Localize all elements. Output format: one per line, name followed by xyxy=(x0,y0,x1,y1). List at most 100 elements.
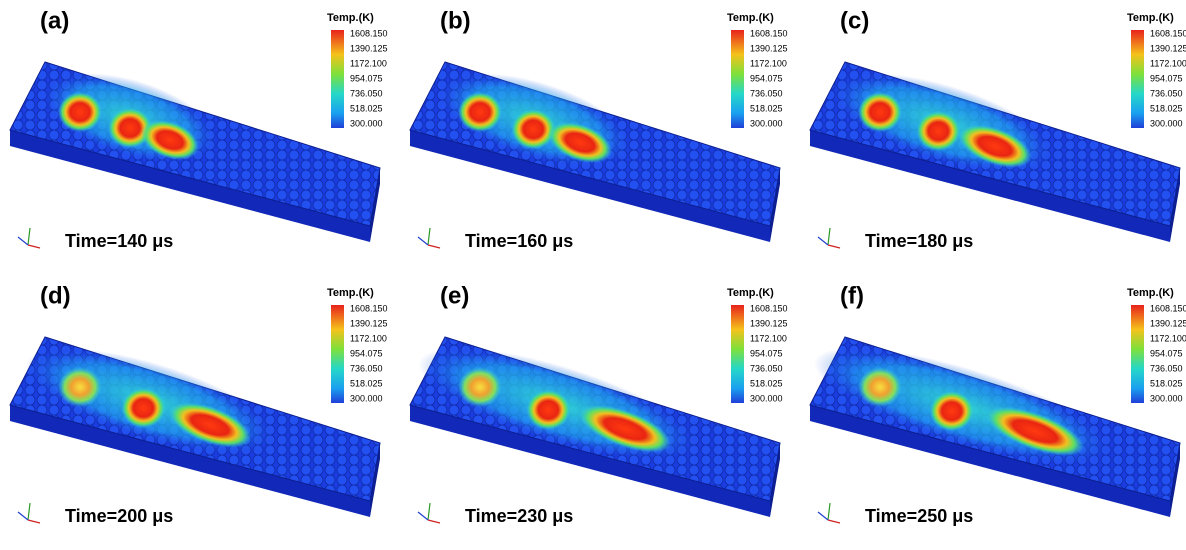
colorbar-tick-label: 518.025 xyxy=(350,103,383,113)
colorbar-tick-label: 518.025 xyxy=(750,103,783,113)
colorbar-tick-label: 954.075 xyxy=(350,348,383,358)
panel: (d)Time=200 μsTemp.(K)1608.1501390.12511… xyxy=(10,282,388,525)
colorbar-tick-label: 736.050 xyxy=(350,88,383,98)
colorbar-tick-label: 1390.125 xyxy=(1150,43,1186,53)
time-label: Time=200 μs xyxy=(65,506,173,526)
axis-y xyxy=(428,228,430,245)
colorbar xyxy=(1131,305,1144,403)
axis-z xyxy=(818,512,828,520)
axis-z xyxy=(418,237,428,245)
colorbar-tick-label: 1608.150 xyxy=(750,303,788,313)
panel-label: (b) xyxy=(440,7,471,34)
panel: (c) Time=180 μs Temp.(K) 1608.150 1390.125 11… xyxy=(810,7,1186,250)
colorbar-tick-label: 518.025 xyxy=(1150,378,1183,388)
colorbar-tick-label: 1390.125 xyxy=(1150,318,1186,328)
colorbar-title: Temp.(K) xyxy=(327,287,374,299)
colorbar-tick-label: 1172.100 xyxy=(350,333,387,343)
hot-spot xyxy=(930,391,974,431)
colorbar-title: Temp.(K) xyxy=(327,12,374,24)
colorbar-tick-label: 954.075 xyxy=(750,73,783,83)
colorbar-tick-label: 300.000 xyxy=(750,118,783,128)
time-label: Time=250 μs xyxy=(865,506,973,526)
axis-x xyxy=(828,245,840,248)
colorbar-tick-label: 1608.150 xyxy=(350,303,388,313)
axis-x xyxy=(428,245,440,248)
axis-y xyxy=(828,503,830,520)
hot-spot xyxy=(121,388,165,428)
axis-y xyxy=(828,228,830,245)
colorbar-tick-label: 954.075 xyxy=(350,73,383,83)
colorbar xyxy=(1131,30,1144,128)
cooling-spot xyxy=(58,92,102,132)
axis-x xyxy=(28,520,40,523)
colorbar-title: Temp.(K) xyxy=(727,287,774,299)
hot-spot xyxy=(511,109,555,149)
colorbar-tick-label: 954.075 xyxy=(1150,73,1183,83)
colorbar-tick-label: 1390.125 xyxy=(750,318,788,328)
colorbar-tick-label: 518.025 xyxy=(750,378,783,388)
colorbar xyxy=(331,30,344,128)
time-label: Time=160 μs xyxy=(465,231,573,251)
cooling-spot xyxy=(58,367,102,407)
colorbar-tick-label: 300.000 xyxy=(750,393,783,403)
axis-y xyxy=(428,503,430,520)
cooling-spot xyxy=(858,92,902,132)
axis-z xyxy=(18,512,28,520)
panel-label: (c) xyxy=(840,7,869,34)
colorbar-tick-label: 1172.100 xyxy=(750,333,787,343)
colorbar-tick-label: 736.050 xyxy=(750,363,783,373)
colorbar-tick-label: 300.000 xyxy=(1150,393,1183,403)
colorbar-title: Temp.(K) xyxy=(1127,12,1174,24)
colorbar-tick-label: 736.050 xyxy=(1150,363,1183,373)
axis-z xyxy=(18,237,28,245)
colorbar-tick-label: 300.000 xyxy=(350,393,383,403)
colorbar-tick-label: 736.050 xyxy=(350,363,383,373)
colorbar-tick-label: 736.050 xyxy=(750,88,783,98)
colorbar-tick-label: 954.075 xyxy=(1150,348,1183,358)
colorbar-tick-label: 1608.150 xyxy=(1150,303,1186,313)
time-label: Time=180 μs xyxy=(865,231,973,251)
axis-y xyxy=(28,228,30,245)
axis-x xyxy=(828,520,840,523)
colorbar xyxy=(331,305,344,403)
colorbar-tick-label: 1172.100 xyxy=(750,58,787,68)
colorbar xyxy=(731,305,744,403)
panel: (a)Time=140 μsTemp.(K)1608.1501390.12511… xyxy=(10,7,388,250)
colorbar-tick-label: 1390.125 xyxy=(750,43,788,53)
colorbar-tick-label: 1172.100 xyxy=(1150,58,1186,68)
colorbar-tick-label: 954.075 xyxy=(750,348,783,358)
colorbar-tick-label: 1608.150 xyxy=(1150,28,1186,38)
cooling-spot xyxy=(458,367,502,407)
time-label: Time=230 μs xyxy=(465,506,573,526)
panel: (f) Time=250 μs Temp.(K) 1608.150 1390.125 11… xyxy=(803,282,1186,525)
cooling-spot xyxy=(858,367,902,407)
colorbar-tick-label: 736.050 xyxy=(1150,88,1183,98)
axis-z xyxy=(818,237,828,245)
colorbar-title: Temp.(K) xyxy=(1127,287,1174,299)
panel: (b) Time=160 μs Temp.(K) 1608.150 1390.125 11… xyxy=(410,7,788,250)
colorbar-tick-label: 300.000 xyxy=(350,118,383,128)
colorbar-tick-label: 1390.125 xyxy=(350,43,388,53)
time-label: Time=140 μs xyxy=(65,231,173,251)
page: (a) Time=140 μs Temp.(K) 1608.150 1390.125 11… xyxy=(0,0,1186,550)
colorbar-tick-label: 518.025 xyxy=(350,378,383,388)
panel-label: (e) xyxy=(440,282,469,309)
colorbar-tick-label: 1390.125 xyxy=(350,318,388,328)
axis-x xyxy=(428,520,440,523)
hot-spot xyxy=(526,390,570,430)
colorbar-tick-label: 1172.100 xyxy=(1150,333,1186,343)
colorbar-title: Temp.(K) xyxy=(727,12,774,24)
colorbar-tick-label: 300.000 xyxy=(1150,118,1183,128)
hot-spot xyxy=(916,111,960,151)
axis-x xyxy=(28,245,40,248)
cooling-spot xyxy=(458,92,502,132)
colorbar-tick-label: 1172.100 xyxy=(350,58,387,68)
panel-label: (f) xyxy=(840,282,864,309)
colorbar-tick-label: 518.025 xyxy=(1150,103,1183,113)
colorbar xyxy=(731,30,744,128)
axis-y xyxy=(28,503,30,520)
colorbar-tick-label: 1608.150 xyxy=(750,28,788,38)
axis-z xyxy=(418,512,428,520)
panel-label: (a) xyxy=(40,7,69,34)
panel: (e) Time=230 μs Temp.(K) 1608.150 1390.125 11… xyxy=(408,282,788,525)
